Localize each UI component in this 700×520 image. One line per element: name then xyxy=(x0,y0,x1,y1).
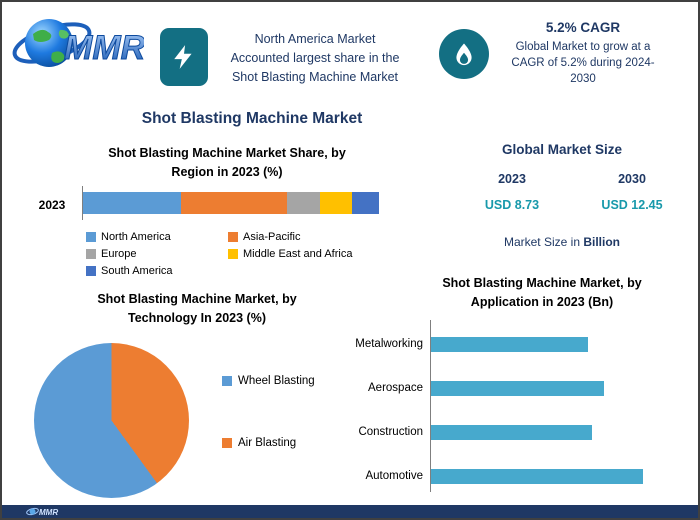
region-bar-segment xyxy=(180,192,288,214)
legend-item: North America xyxy=(86,231,228,243)
application-axis-line xyxy=(430,320,431,492)
highlight-share-line: North America Market xyxy=(254,32,376,46)
legend-swatch xyxy=(86,249,96,259)
region-legend: North America Asia-Pacific Europe Middle… xyxy=(86,231,386,277)
market-size-title: Global Market Size xyxy=(501,142,623,157)
region-chart-title: Shot Blasting Machine Market Share, by R… xyxy=(72,144,382,183)
legend-swatch xyxy=(222,438,232,448)
application-row: Aerospace xyxy=(330,366,675,410)
highlight-cagr: 5.2% CAGR Global Market to grow at a CAG… xyxy=(492,20,674,87)
cagr-text-line: 2030 xyxy=(570,73,596,86)
legend-label: South America xyxy=(101,265,173,277)
application-category-label: Automotive xyxy=(365,470,423,482)
highlight-share-line: Shot Blasting Machine Market xyxy=(231,69,399,84)
application-bar xyxy=(431,336,589,352)
market-size-value-2023: USD 8.73 xyxy=(484,198,540,212)
region-bar-segment xyxy=(319,192,353,214)
region-axis-label: 2023 xyxy=(38,198,66,212)
globe-logo-icon: MMR xyxy=(12,19,146,68)
legend-label: North America xyxy=(101,231,171,243)
cagr-text-line: CAGR of 5.2% during 2024- xyxy=(511,57,655,70)
application-row: Automotive xyxy=(330,454,675,498)
footer-logo: MMR xyxy=(26,507,58,517)
unit-note-prefix: Market Size in xyxy=(503,235,580,249)
application-category-label: Construction xyxy=(358,426,423,438)
brand-logo: MMR xyxy=(12,8,146,78)
region-bar-segment xyxy=(287,192,320,214)
legend-label: Wheel Blasting xyxy=(238,375,315,387)
legend-swatch xyxy=(86,266,96,276)
legend-item: Europe xyxy=(86,248,228,260)
application-category-label: Metalworking xyxy=(355,338,423,350)
application-category-label: Aerospace xyxy=(368,382,423,394)
footer-bar: MMR xyxy=(2,505,698,518)
pie-legend-item: Air Blasting xyxy=(222,437,296,449)
highlight-share-text: North America Market Accounted largest s… xyxy=(212,30,418,86)
region-axis-line xyxy=(82,186,83,220)
legend-label: Asia-Pacific xyxy=(243,231,301,243)
pie-legend-item: Wheel Blasting xyxy=(222,375,315,387)
unit-note-bold: Billion xyxy=(583,235,621,249)
footer-logo-text: MMR xyxy=(39,508,58,517)
page-title: Shot Blasting Machine Market xyxy=(141,110,363,127)
application-chart: Metalworking Aerospace Construction Auto… xyxy=(330,322,675,498)
application-chart-title: Shot Blasting Machine Market, by Applica… xyxy=(402,274,682,313)
legend-swatch xyxy=(222,376,232,386)
market-size-value-2030: USD 12.45 xyxy=(601,198,663,212)
legend-label: Middle East and Africa xyxy=(243,248,353,260)
market-size-unit-note: Market Size in Billion xyxy=(452,235,672,249)
cagr-text-line: Global Market to grow at a xyxy=(515,41,651,53)
application-bar xyxy=(431,380,605,396)
logo-text: MMR xyxy=(64,29,144,67)
legend-label: Europe xyxy=(101,248,137,260)
market-size-year-2030: 2030 xyxy=(618,172,646,186)
region-bar-segment xyxy=(352,192,379,214)
highlight-share-line: Accounted largest share in the xyxy=(230,50,400,65)
legend-item: South America xyxy=(86,265,228,277)
technology-pie-chart xyxy=(34,343,189,498)
application-bar xyxy=(431,424,593,440)
legend-swatch xyxy=(228,232,238,242)
market-size-year-2023: 2023 xyxy=(498,172,526,186)
technology-chart-title-line: Shot Blasting Machine Market, by xyxy=(97,292,297,306)
cagr-title: 5.2% CAGR xyxy=(545,20,621,35)
region-chart-title-line: Shot Blasting Machine Market Share, by xyxy=(108,146,346,160)
flame-icon xyxy=(439,29,489,79)
lightning-icon xyxy=(160,28,208,86)
legend-item: Middle East and Africa xyxy=(228,248,386,260)
region-stacked-bar xyxy=(83,192,379,214)
application-bar xyxy=(431,468,643,484)
region-chart-title-line: Region in 2023 (%) xyxy=(171,165,283,180)
legend-swatch xyxy=(228,249,238,259)
technology-chart-title: Shot Blasting Machine Market, by Technol… xyxy=(57,290,337,329)
application-row: Metalworking xyxy=(330,322,675,366)
legend-item: Asia-Pacific xyxy=(228,231,386,243)
application-chart-title-line: Shot Blasting Machine Market, by xyxy=(442,276,642,290)
application-row: Construction xyxy=(330,410,675,454)
legend-label: Air Blasting xyxy=(238,437,297,449)
technology-chart-title-line: Technology In 2023 (%) xyxy=(128,311,266,326)
region-bar-segment xyxy=(83,192,181,214)
legend-swatch xyxy=(86,232,96,242)
application-chart-title-line: Application in 2023 (Bn) xyxy=(470,295,614,310)
